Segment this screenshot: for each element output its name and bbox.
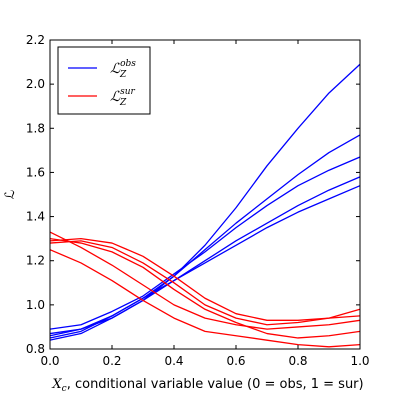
legend-superscript: sur bbox=[120, 87, 135, 97]
x-axis-label-var: X bbox=[51, 377, 62, 392]
series-line-sur-7 bbox=[49, 237, 361, 321]
legend-box bbox=[57, 46, 151, 115]
legend-label-sur: ℒsur bbox=[110, 87, 136, 105]
x-axis-label-sub: c bbox=[62, 384, 67, 394]
x-tick-label: 0.0 bbox=[40, 354, 59, 368]
y-axis-label: ℒ bbox=[3, 190, 18, 199]
x-tick-label: 0.8 bbox=[288, 354, 307, 368]
y-tick-label: 2.2 bbox=[26, 33, 45, 47]
series-layer bbox=[49, 63, 361, 348]
legend-symbol: ℒ bbox=[110, 61, 121, 77]
legend-subscript: Z bbox=[119, 70, 127, 80]
plot-frame bbox=[49, 39, 361, 350]
x-tick-label: 0.4 bbox=[164, 354, 183, 368]
legend-label-obs: ℒobs bbox=[110, 59, 136, 77]
series-line-sur-6 bbox=[49, 231, 361, 330]
x-axis-label-text: , conditional variable value (0 = obs, 1… bbox=[67, 377, 364, 392]
series-line-obs-3 bbox=[49, 156, 361, 330]
series-line-obs-5 bbox=[49, 185, 361, 339]
y-tick-label: 1.4 bbox=[26, 210, 45, 224]
y-tick-label: 1.2 bbox=[26, 254, 45, 268]
series-line-obs-4 bbox=[49, 176, 361, 341]
x-axis-label: Xc, conditional variable value (0 = obs,… bbox=[51, 377, 363, 394]
y-tick-label: 0.8 bbox=[26, 342, 45, 356]
x-tick-label: 1.0 bbox=[350, 354, 369, 368]
legend-symbol: ℒ bbox=[110, 89, 121, 105]
legend-superscript: obs bbox=[120, 59, 136, 69]
series-line-sur-8 bbox=[49, 240, 361, 326]
series-line-sur-10 bbox=[49, 249, 361, 348]
y-tick-label: 1.0 bbox=[26, 298, 45, 312]
series-line-sur-9 bbox=[49, 237, 361, 339]
series-line-obs-1 bbox=[49, 63, 361, 335]
y-tick-label: 1.8 bbox=[26, 121, 45, 135]
tick-layer: 0.0 0.2 0.4 0.6 0.8 1.0 0.8 1.0 1.2 1.4 1.6 1.8 2.0 2… bbox=[26, 33, 370, 368]
y-tick-label: 1.6 bbox=[26, 165, 45, 179]
legend-subscript: Z bbox=[119, 98, 127, 108]
y-tick-label: 2.0 bbox=[26, 77, 45, 91]
x-tick-label: 0.6 bbox=[226, 354, 245, 368]
x-tick-label: 0.2 bbox=[102, 354, 121, 368]
series-line-obs-2 bbox=[49, 134, 361, 337]
